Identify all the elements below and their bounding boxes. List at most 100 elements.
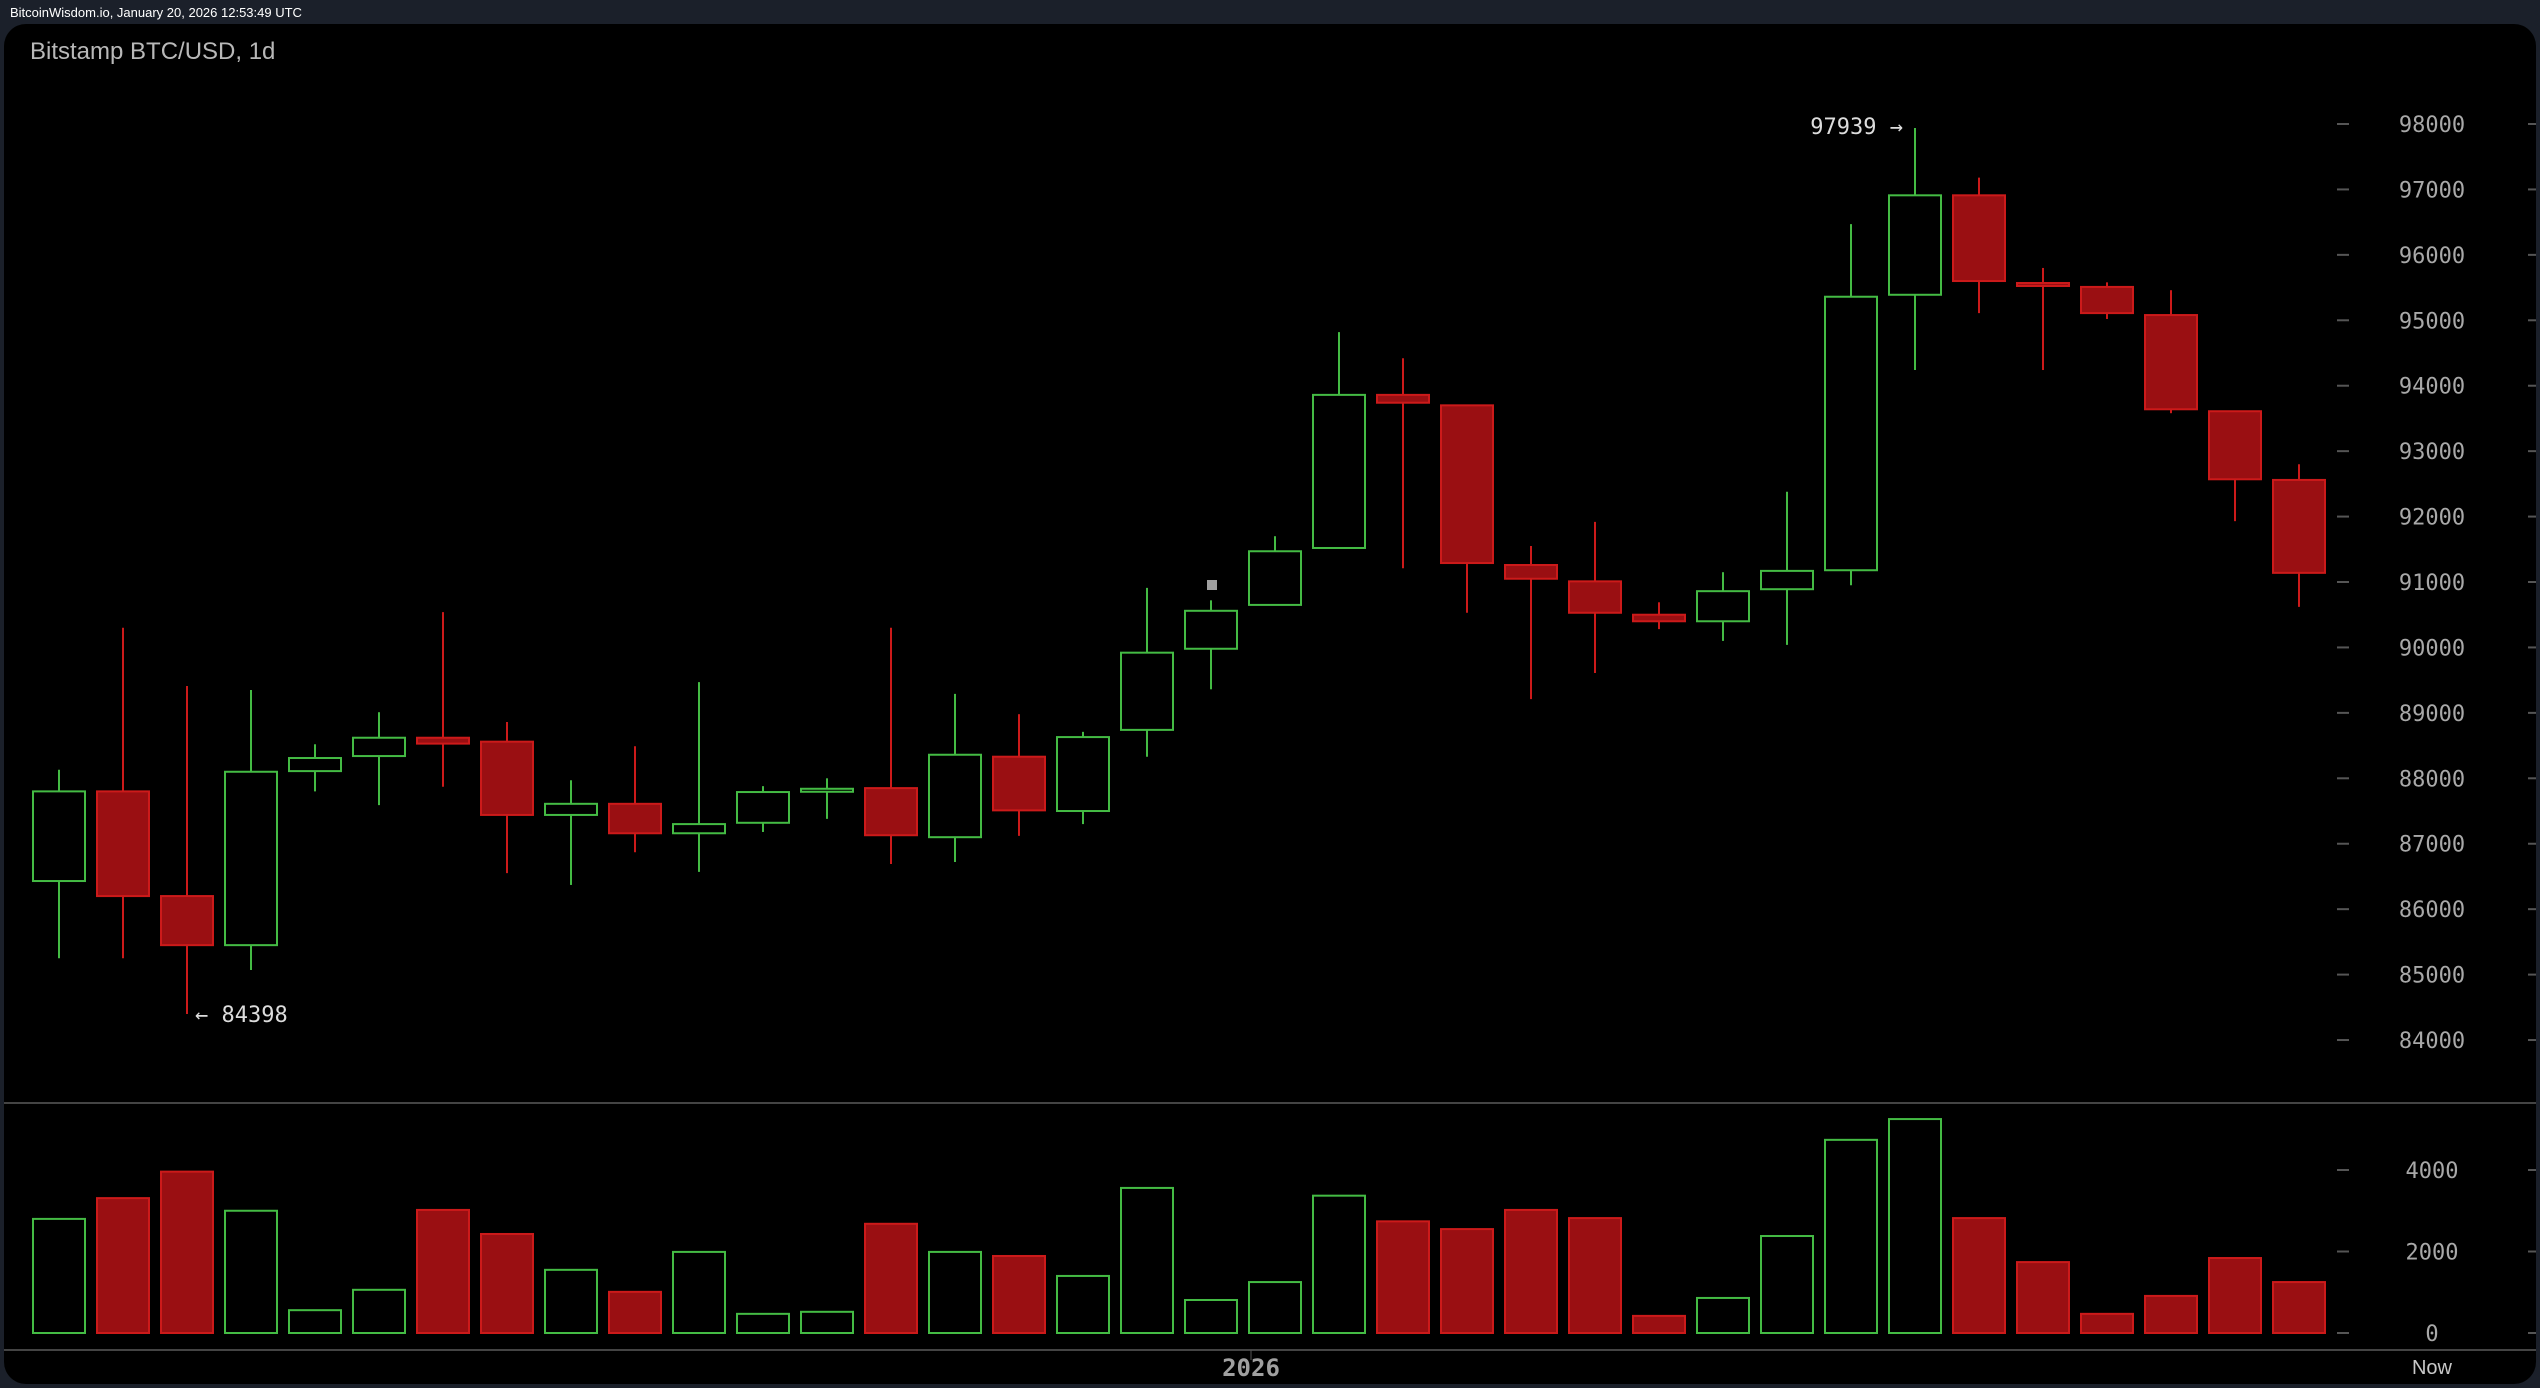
candle-body <box>480 740 534 816</box>
candle <box>2272 464 2326 607</box>
candle <box>672 682 726 872</box>
candle <box>736 786 790 832</box>
candle-body <box>1248 550 1302 606</box>
candle-body <box>928 753 982 839</box>
volume-axis: 4000 2000 0 <box>2337 1159 2536 1347</box>
volume-bar <box>544 1268 598 1335</box>
candle-body <box>1632 613 1686 623</box>
volume-bars <box>32 1118 2326 1335</box>
candle-body <box>544 802 598 816</box>
candle-body <box>288 757 342 773</box>
candle-body <box>864 787 918 837</box>
low-price-annotation: ← 84398 <box>195 1003 288 1028</box>
volume-bar <box>1184 1298 1238 1335</box>
candle-body <box>1824 295 1878 572</box>
candle-body <box>2272 478 2326 574</box>
candle-body <box>800 787 854 793</box>
candle <box>800 778 854 819</box>
candle <box>480 722 534 874</box>
candle-body <box>1184 609 1238 650</box>
high-price-annotation: 97939 → <box>1810 115 1903 140</box>
candle-body <box>1504 563 1558 580</box>
candle <box>1504 546 1558 700</box>
volume-bar <box>1056 1274 1110 1334</box>
candle <box>224 689 278 971</box>
price-tick-label: 96000 <box>2399 244 2465 269</box>
price-tick-label: 97000 <box>2399 178 2465 203</box>
candle-body <box>736 791 790 824</box>
price-tick-label: 86000 <box>2399 898 2465 923</box>
chart-title: Bitstamp BTC/USD, 1d <box>30 38 276 65</box>
candle <box>1120 587 1174 757</box>
candle <box>1248 536 1302 606</box>
candle-body <box>2208 410 2262 481</box>
candle <box>416 612 470 787</box>
candle <box>2080 282 2134 319</box>
candle <box>544 780 598 885</box>
candle <box>992 714 1046 836</box>
volume-bar <box>1120 1186 1174 1335</box>
volume-bar <box>2208 1257 2262 1335</box>
volume-bar <box>2080 1312 2134 1335</box>
volume-bar <box>32 1217 86 1335</box>
candle-body <box>96 790 150 898</box>
candle-body <box>1568 580 1622 614</box>
candle-body <box>1888 194 1942 296</box>
candle <box>352 712 406 806</box>
volume-bar <box>160 1170 214 1334</box>
candle <box>32 769 86 959</box>
candle <box>1696 572 1750 641</box>
candle-body <box>1056 736 1110 813</box>
candle <box>864 627 918 865</box>
volume-bar <box>608 1290 662 1335</box>
top-bar: BitcoinWisdom.io, January 20, 2026 12:53… <box>0 0 2540 24</box>
candle <box>96 627 150 959</box>
volume-bar <box>1632 1314 1686 1335</box>
volume-bar <box>2272 1281 2326 1334</box>
volume-bar <box>1312 1194 1366 1334</box>
volume-tick-label: 2000 <box>2406 1241 2459 1266</box>
candle-body <box>2144 314 2198 411</box>
source-timestamp: BitcoinWisdom.io, January 20, 2026 12:53… <box>10 5 302 20</box>
now-label: Now <box>2412 1357 2453 1379</box>
volume-bar <box>1440 1228 1494 1335</box>
volume-bar <box>736 1312 790 1335</box>
price-tick-label: 95000 <box>2399 309 2465 334</box>
cursor-marker <box>1207 580 1217 590</box>
candle <box>1632 602 1686 630</box>
volume-bar <box>1248 1281 1302 1334</box>
price-axis: 98000 97000 96000 95000 94000 93000 92000 91000… <box>2337 113 2536 1054</box>
price-tick-label: 90000 <box>2399 636 2465 661</box>
volume-bar <box>1568 1217 1622 1334</box>
volume-bar <box>928 1250 982 1334</box>
price-tick-label: 84000 <box>2399 1029 2465 1054</box>
volume-bar <box>864 1222 918 1335</box>
candle <box>160 686 214 1014</box>
price-tick-label: 88000 <box>2399 767 2465 792</box>
candle <box>1184 600 1238 690</box>
volume-tick-label: 4000 <box>2406 1159 2459 1184</box>
candle-body <box>32 790 86 883</box>
volume-bar <box>672 1250 726 1334</box>
volume-bar <box>992 1254 1046 1335</box>
candle <box>608 746 662 853</box>
volume-bar <box>416 1208 470 1335</box>
volume-bar <box>1952 1217 2006 1334</box>
candle-body <box>1376 393 1430 404</box>
volume-bar <box>800 1310 854 1335</box>
price-annotations: 97939 → ← 84398 <box>195 115 1903 1028</box>
candle-body <box>160 895 214 947</box>
candle-body <box>224 770 278 947</box>
price-tick-label: 89000 <box>2399 702 2465 727</box>
candle-body <box>1696 590 1750 623</box>
candle-body <box>608 802 662 835</box>
candlestick-chart: 98000 97000 96000 95000 94000 93000 92000 91000… <box>4 113 2536 1382</box>
chart-panel: 98000 97000 96000 95000 94000 93000 92000 91000… <box>4 24 2536 1384</box>
candle-body <box>1312 393 1366 549</box>
candle-body <box>1952 194 2006 283</box>
candle <box>1056 731 1110 825</box>
price-tick-label: 85000 <box>2399 964 2465 989</box>
volume-bar <box>1376 1220 1430 1334</box>
candle-body <box>416 736 470 745</box>
time-axis: 2026 Now <box>1222 1350 2453 1382</box>
